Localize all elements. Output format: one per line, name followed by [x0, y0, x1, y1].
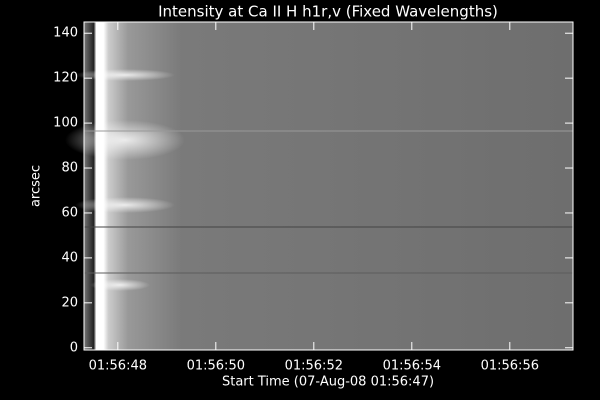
x-tick-label: 01:56:48: [89, 359, 147, 374]
y-tick-label: 40: [61, 250, 78, 265]
plot-frame: [83, 21, 574, 351]
y-tick-label: 60: [61, 205, 78, 220]
y-tick-label: 0: [70, 340, 78, 355]
y-tick-label: 20: [61, 295, 78, 310]
x-tick-label: 01:56:50: [187, 359, 245, 374]
chart-title: Intensity at Ca II H h1r,v (Fixed Wavele…: [158, 3, 498, 21]
y-tick-label: 100: [53, 116, 78, 131]
intensity-image: [65, 22, 573, 350]
y-tick-label: 80: [61, 161, 78, 176]
x-tick-label: 01:56:54: [383, 359, 441, 374]
y-tick-label: 140: [53, 26, 78, 41]
x-tick-label: 01:56:56: [481, 359, 539, 374]
x-axis-label: Start Time (07-Aug-08 01:56:47): [222, 375, 434, 390]
y-axis-label: arcsec: [29, 165, 44, 207]
y-tick-label: 120: [53, 71, 78, 86]
x-tick-label: 01:56:52: [285, 359, 343, 374]
